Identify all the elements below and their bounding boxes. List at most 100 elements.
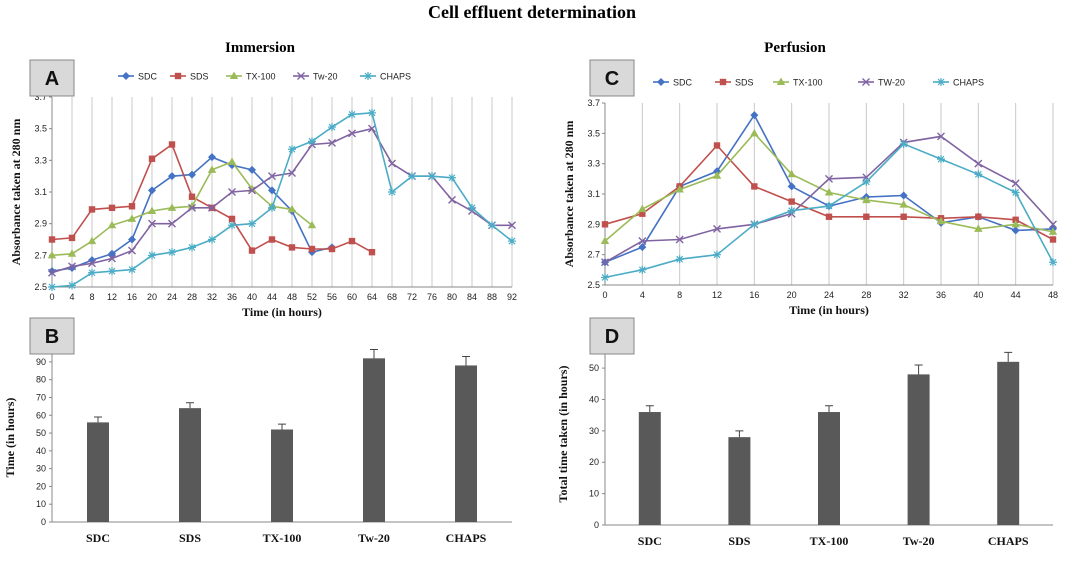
data-point [148, 219, 156, 228]
data-point [1011, 179, 1020, 188]
y-tick-label: 60 [36, 410, 46, 420]
legend-label: TX-100 [246, 72, 276, 82]
legend-label: CHAPS [953, 78, 984, 88]
x-tick-label: 0 [49, 292, 54, 302]
category-label: SDS [179, 531, 201, 545]
data-point [788, 198, 795, 205]
line-chart-C: 2.52.72.93.13.33.53.70 4 8 12 16 20 24 28 32 36 40… [562, 77, 1058, 317]
legend-label: TW-20 [878, 78, 905, 88]
data-point [713, 224, 721, 233]
y-tick-label: 3.1 [34, 187, 47, 197]
error-bar [825, 405, 833, 413]
data-point [188, 243, 196, 252]
bar [997, 361, 1020, 525]
data-point [348, 110, 356, 119]
data-point [328, 123, 336, 132]
y-tick-label: 3.7 [587, 98, 600, 108]
y-tick-label: 10 [589, 489, 599, 499]
data-point [68, 262, 76, 271]
data-point [328, 245, 336, 253]
x-tick-label: 68 [387, 292, 397, 302]
x-tick-label: 8 [677, 290, 682, 300]
data-point [88, 268, 96, 277]
series-TW-20 [601, 132, 1057, 267]
y-tick-label: 2.5 [34, 282, 47, 292]
x-tick-label: 52 [307, 292, 317, 302]
legend-marker [122, 72, 130, 80]
data-point [128, 265, 136, 274]
data-point [448, 173, 456, 182]
data-point [368, 248, 376, 256]
data-point [268, 186, 276, 195]
x-tick-label: 24 [167, 292, 177, 302]
series-TX-100 [600, 128, 1058, 245]
data-point [168, 219, 176, 228]
bar-TX-100: TX-100 [263, 423, 301, 545]
y-tick-label: 3.3 [34, 155, 47, 165]
panel-letter-A: A [29, 59, 75, 97]
bar [638, 412, 661, 525]
data-point [787, 169, 796, 178]
data-point [168, 172, 176, 181]
legend-label: SDC [673, 78, 693, 88]
data-point [207, 165, 217, 173]
legend: SDC SDS TX-100 Tw-20 CHAPS [118, 71, 411, 82]
bar-TX-100: TX-100 [810, 405, 848, 548]
data-point [863, 213, 870, 220]
line-chart-A: 2.52.72.93.13.33.53.70 4 8 12 16 20 24 28 32 36 40… [9, 71, 517, 319]
y-tick-label: 30 [36, 464, 46, 474]
series-TX-100 [47, 157, 317, 259]
error-bar [186, 402, 194, 409]
legend-entry: SDC [118, 72, 158, 82]
y-tick-label: 3.5 [34, 124, 47, 134]
data-point [750, 128, 759, 137]
legend-label: CHAPS [380, 72, 411, 82]
data-point [638, 265, 647, 274]
legend-marker [937, 78, 945, 86]
y-tick-label: 50 [589, 363, 599, 373]
legend: SDC SDS TX-100 TW-20 CHAPS [653, 77, 984, 88]
y-tick-label: 2.9 [34, 219, 47, 229]
legend-entry: TX-100 [226, 71, 276, 82]
legend-label: TX-100 [793, 78, 823, 88]
bar [728, 437, 751, 525]
data-point [974, 224, 983, 232]
x-tick-label: 40 [973, 290, 983, 300]
x-tick-label: 48 [287, 292, 297, 302]
x-tick-label: 16 [127, 292, 137, 302]
data-point [1011, 226, 1020, 235]
data-point [1011, 219, 1020, 228]
data-point [248, 247, 256, 254]
data-point [148, 155, 156, 162]
bar-Tw-20: Tw-20 [903, 364, 934, 548]
series-CHAPS [48, 108, 516, 291]
legend-entry: SDS [170, 72, 209, 82]
error-bar [735, 430, 744, 438]
data-point [825, 174, 833, 183]
data-point [600, 236, 610, 245]
data-point [974, 170, 983, 179]
data-point [148, 186, 156, 195]
category-label: SDC [638, 534, 662, 548]
x-tick-label: 88 [487, 292, 497, 302]
data-point [1049, 220, 1057, 229]
x-tick-label: 16 [749, 290, 759, 300]
data-point [675, 255, 684, 264]
x-tick-label: 28 [187, 292, 197, 302]
bar-chart-D: 0 10 20 30 40 50 SDC SDS TX-100 Tw-20 CHAPS Total t… [556, 343, 1053, 548]
legend-marker [174, 72, 182, 80]
series-CHAPS [601, 139, 1057, 282]
legend-marker [297, 72, 305, 80]
x-axis-title: Time (in hours) [789, 303, 869, 317]
legend-label: SDC [138, 72, 158, 82]
legend-label: SDS [190, 72, 209, 82]
x-tick-label: 92 [507, 292, 517, 302]
legend-marker [862, 78, 870, 86]
y-tick-label: 30 [589, 426, 599, 436]
x-tick-label: 48 [1048, 290, 1058, 300]
perfusion-title: Perfusion [764, 40, 826, 56]
data-point [937, 155, 945, 164]
error-bar [370, 348, 378, 359]
data-point [167, 203, 177, 211]
svg-text:A: A [45, 68, 59, 90]
